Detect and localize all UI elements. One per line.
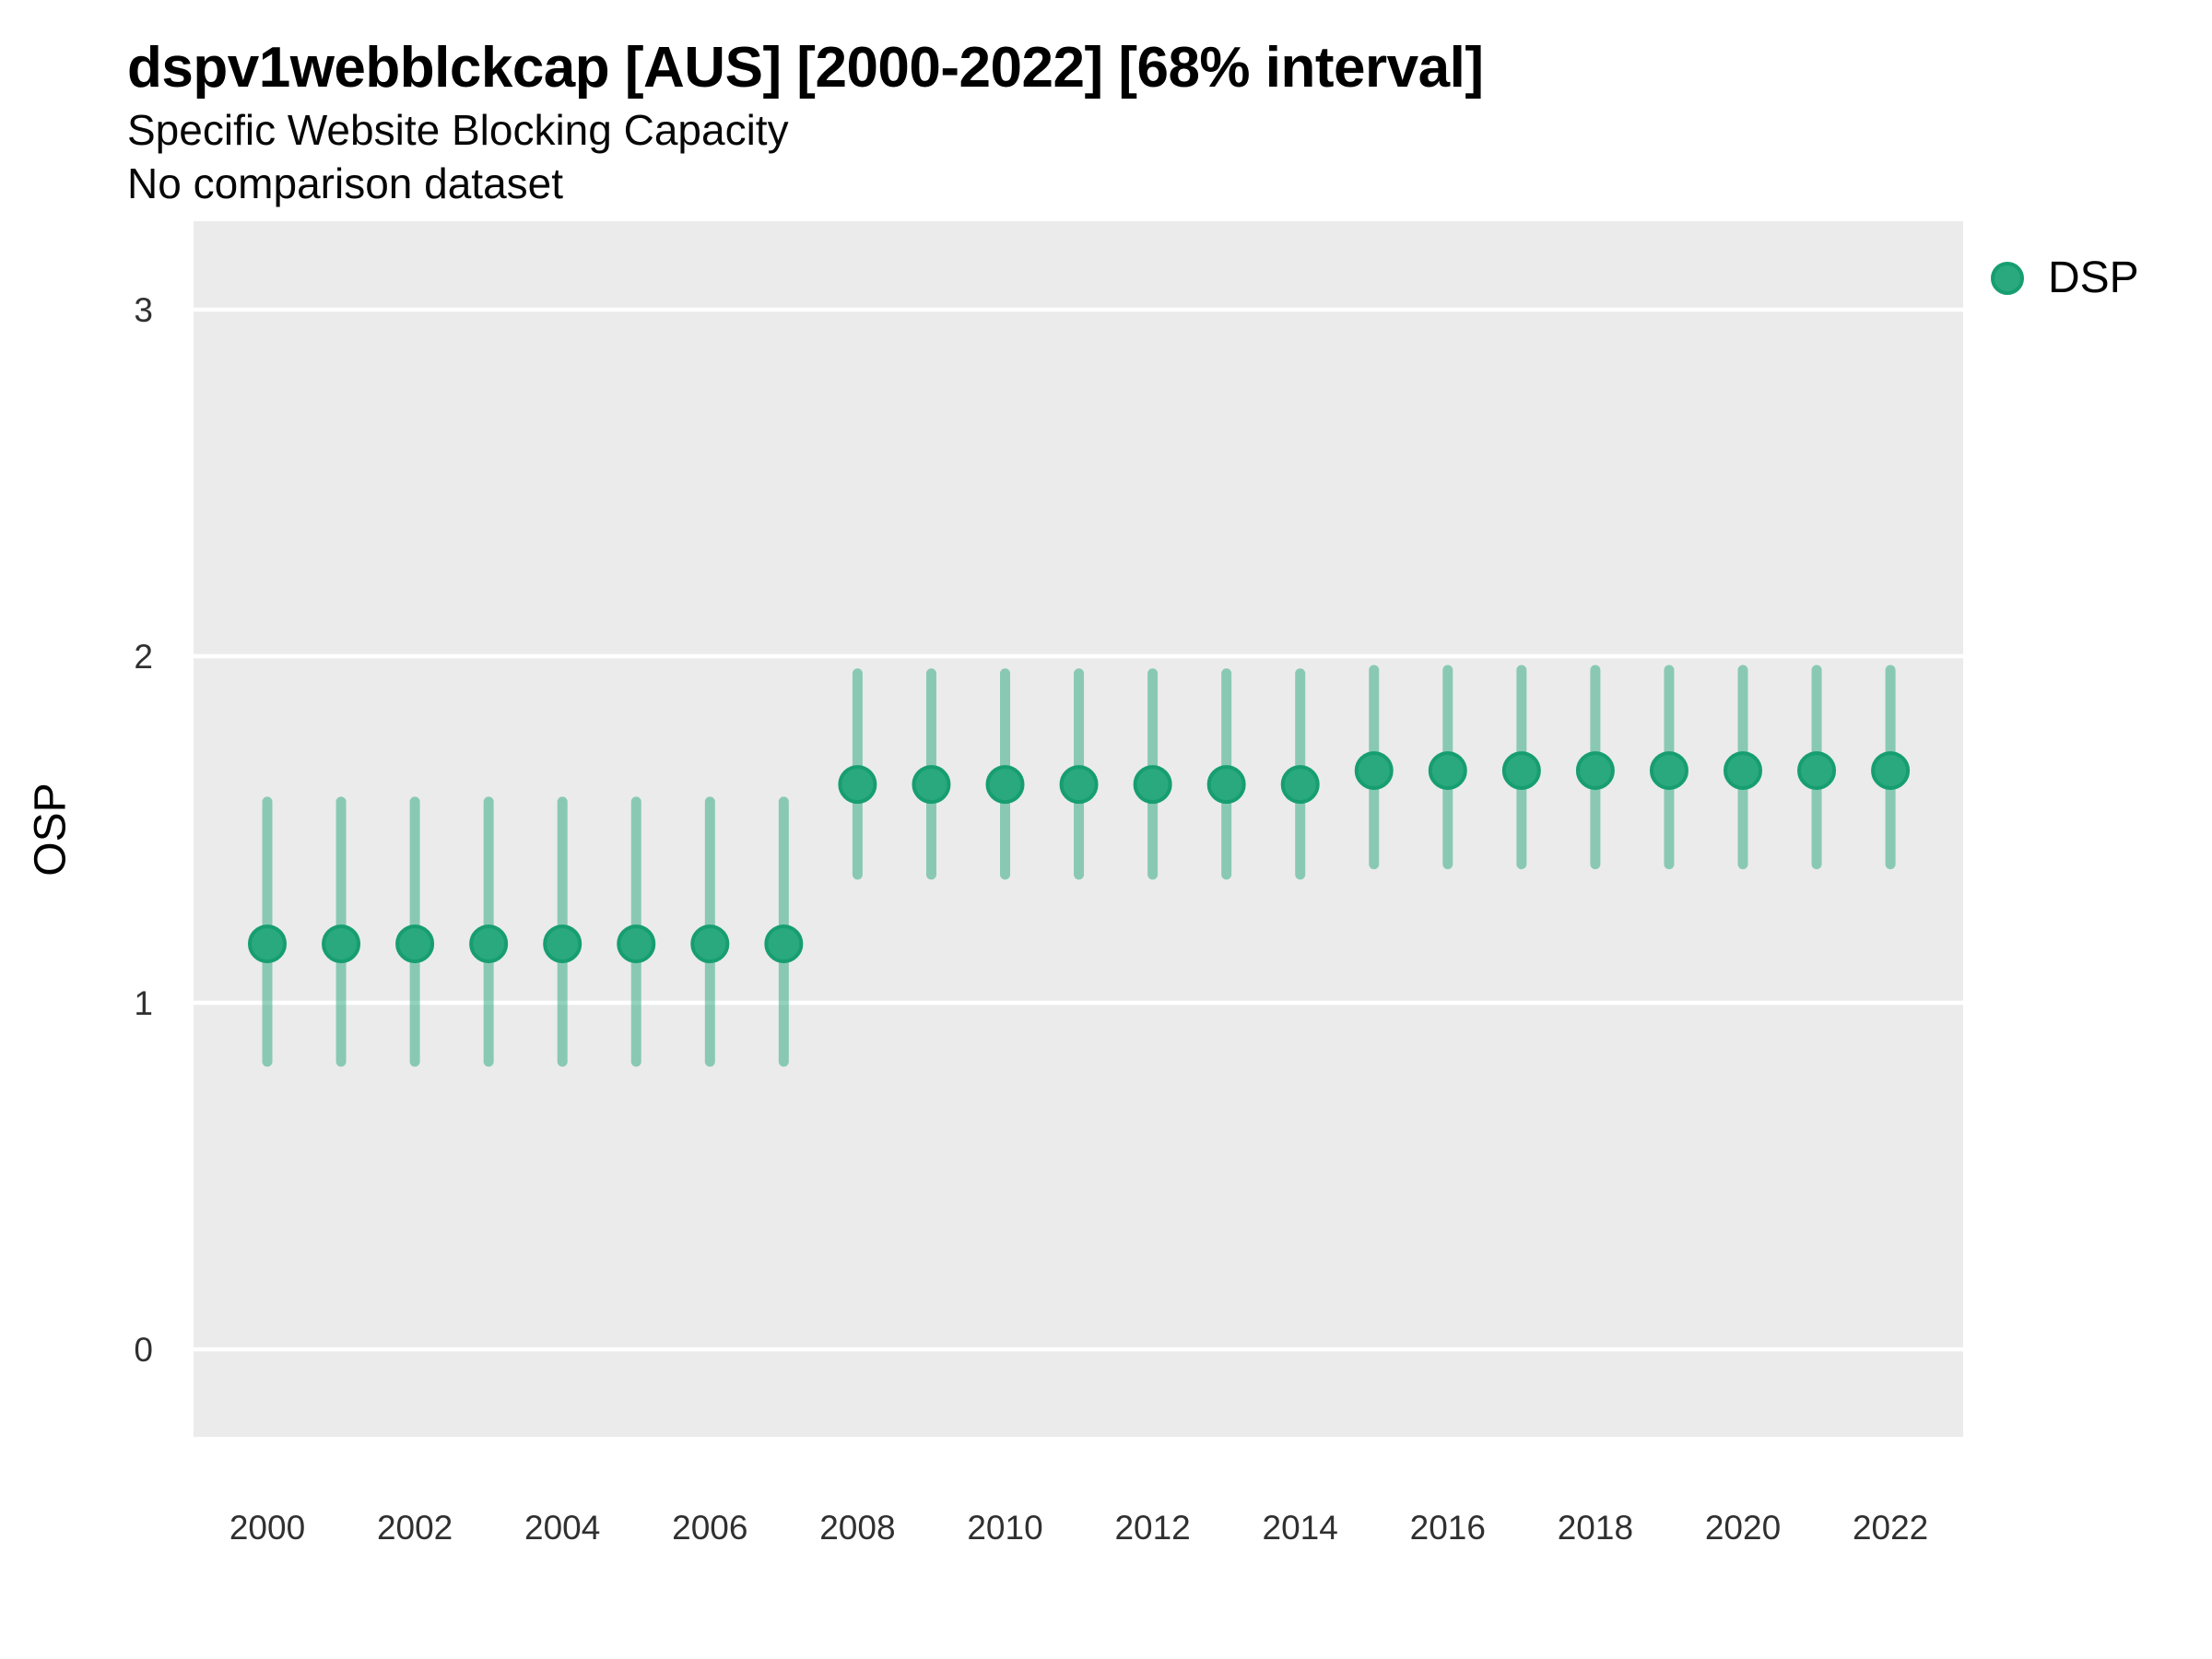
x-tick-label-2006: 2006 xyxy=(672,1509,747,1547)
x-tick-label-2020: 2020 xyxy=(1705,1509,1781,1547)
legend: DSP xyxy=(1991,253,2139,303)
chart-subtitle: Specific Website Blocking Capacity xyxy=(127,106,789,154)
data-point-2022 xyxy=(1871,751,1911,791)
data-point-2012 xyxy=(1133,765,1172,805)
x-tick-label-2002: 2002 xyxy=(377,1509,453,1547)
x-tick-label-2004: 2004 xyxy=(524,1509,600,1547)
y-tick-label-1: 1 xyxy=(134,984,153,1022)
x-tick-label-2012: 2012 xyxy=(1114,1509,1190,1547)
y-tick-label-0: 0 xyxy=(134,1331,153,1369)
chart-caption: No comparison dataset xyxy=(127,159,564,207)
data-point-2008 xyxy=(838,765,877,805)
data-point-2000 xyxy=(248,924,287,964)
data-point-2013 xyxy=(1206,765,1246,805)
data-point-2017 xyxy=(1501,751,1541,791)
legend-label-dsp: DSP xyxy=(2048,253,2139,302)
x-tick-label-2022: 2022 xyxy=(1853,1509,1928,1547)
chart-title: dspv1webblckcap [AUS] [2000-2022] [68% i… xyxy=(127,36,1484,100)
x-tick-label-2010: 2010 xyxy=(967,1509,1042,1547)
data-point-2009 xyxy=(912,765,951,805)
y-tick-label-2: 2 xyxy=(134,638,153,676)
data-point-2021 xyxy=(1797,751,1837,791)
data-point-2006 xyxy=(690,924,730,964)
data-point-2018 xyxy=(1575,751,1615,791)
y-tick-label-3: 3 xyxy=(134,291,153,329)
data-point-2014 xyxy=(1280,765,1320,805)
data-point-2003 xyxy=(469,924,509,964)
data-point-2007 xyxy=(764,924,804,964)
data-point-2011 xyxy=(1059,765,1099,805)
data-point-2019 xyxy=(1649,751,1688,791)
data-point-2004 xyxy=(543,924,582,964)
data-point-2020 xyxy=(1724,751,1762,791)
data-point-2001 xyxy=(322,924,361,964)
data-point-2005 xyxy=(617,924,656,964)
data-point-2016 xyxy=(1428,751,1467,791)
legend-marker-dsp-icon xyxy=(1991,261,2024,295)
x-tick-label-2018: 2018 xyxy=(1558,1509,1633,1547)
data-point-2002 xyxy=(395,924,435,964)
x-tick-label-2008: 2008 xyxy=(819,1509,895,1547)
x-tick-label-2014: 2014 xyxy=(1263,1509,1338,1547)
data-point-2015 xyxy=(1354,751,1394,791)
x-tick-label-2016: 2016 xyxy=(1410,1509,1486,1547)
data-point-2010 xyxy=(985,765,1025,805)
x-tick-label-2000: 2000 xyxy=(229,1509,305,1547)
